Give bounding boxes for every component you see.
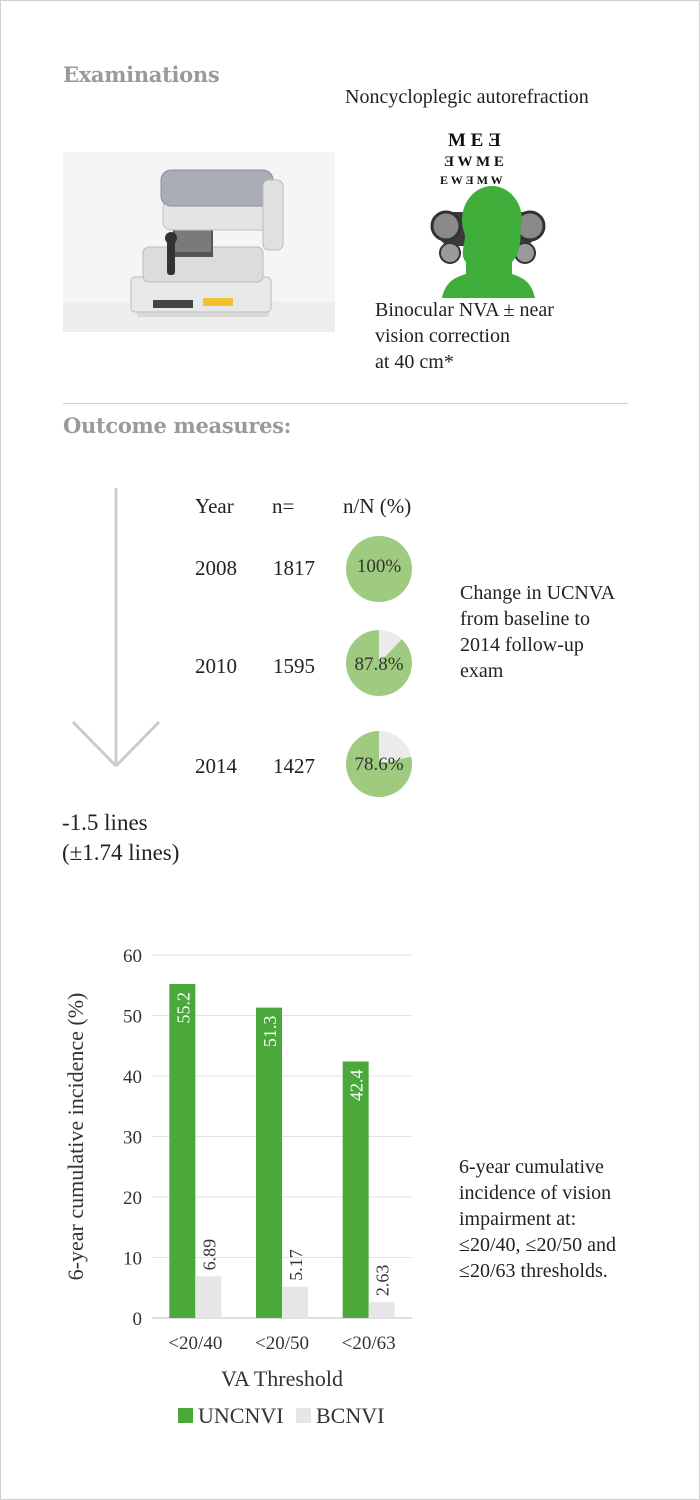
nva-label-line-3: at 40 cm* — [375, 351, 454, 373]
y-tick-label: 60 — [123, 946, 142, 967]
section-divider — [63, 403, 628, 404]
y-tick-label: 40 — [123, 1067, 142, 1088]
legend-swatch-uncnvi — [178, 1408, 193, 1423]
bar-value-label: 6.89 — [199, 1239, 219, 1271]
bar-value-label: 55.2 — [173, 992, 193, 1024]
y-tick-label: 0 — [133, 1309, 143, 1330]
bar-uncnvi — [169, 984, 196, 1318]
bar-value-label: 2.63 — [373, 1265, 393, 1297]
row-2010-n: 1595 — [273, 654, 315, 678]
y-tick-label: 20 — [123, 1188, 142, 1209]
eye-chart-row-2: Ǝ W M E — [444, 154, 504, 170]
x-tick-label: <20/50 — [255, 1333, 309, 1354]
bar-value-label: 42.4 — [347, 1069, 367, 1101]
chart-note: 6-year cumulative incidence of vision im… — [459, 1154, 616, 1284]
row-2008-year: 2008 — [195, 556, 237, 580]
bar-bcnvi — [282, 1286, 308, 1318]
change-note: Change in UCNVA from baseline to 2014 fo… — [460, 580, 615, 684]
row-2008-n: 1817 — [273, 556, 315, 580]
chart-note-line-5: ≤20/63 thresholds. — [459, 1260, 608, 1282]
y-tick-label: 30 — [123, 1128, 142, 1149]
x-tick-label: <20/63 — [342, 1333, 396, 1354]
row-2014-year: 2014 — [195, 754, 237, 778]
header-pct: n/N (%) — [343, 494, 412, 518]
eye-chart-row-3: E W Ǝ M W — [440, 173, 503, 187]
examinations-title: Examinations — [63, 62, 220, 87]
pie-slice — [346, 731, 412, 797]
chart-note-line-2: incidence of vision — [459, 1182, 612, 1204]
timeline-arrow-icon — [70, 488, 162, 773]
x-axis-title: VA Threshold — [221, 1366, 343, 1391]
header-n: n= — [272, 494, 295, 518]
eye-chart-row-1: M E Ǝ — [448, 130, 501, 151]
x-tick-label: <20/40 — [168, 1333, 222, 1354]
bar-value-label: 51.3 — [260, 1016, 280, 1048]
change-note-line-3: 2014 follow-up — [460, 634, 584, 656]
pie-2014 — [346, 731, 412, 797]
y-axis-title: 6-year cumulative incidence (%) — [63, 993, 88, 1281]
bar-uncnvi — [342, 1061, 369, 1318]
lines-change-value: -1.5 lines — [62, 810, 148, 835]
bar-bcnvi — [195, 1276, 222, 1318]
autorefractor-image — [63, 152, 335, 332]
bar-uncnvi — [256, 1007, 282, 1318]
pie-2008 — [346, 536, 412, 602]
pie-slice — [346, 630, 412, 696]
nva-label-line-2: vision correction — [375, 325, 510, 347]
pie-2008-label: 100% — [356, 556, 402, 577]
nva-label: Binocular NVA ± near vision correction a… — [375, 297, 554, 375]
change-note-line-2: from baseline to — [460, 608, 590, 630]
outcomes-title: Outcome measures: — [63, 413, 292, 438]
change-note-line-4: exam — [460, 660, 504, 682]
row-2014-n: 1427 — [273, 754, 315, 778]
autorefraction-label: Noncycloplegic autorefraction — [345, 86, 589, 108]
y-tick-label: 10 — [123, 1249, 142, 1270]
lines-change: -1.5 lines (±1.74 lines) — [62, 808, 179, 868]
bar-bcnvi — [368, 1302, 395, 1318]
chart-note-line-3: impairment at: — [459, 1208, 577, 1230]
chart-note-line-4: ≤20/40, ≤20/50 and — [459, 1234, 616, 1256]
pie-2010 — [346, 630, 412, 696]
chart-note-line-1: 6-year cumulative — [459, 1156, 604, 1178]
pie-2014-label: 78.6% — [354, 754, 404, 775]
incidence-chart: 0 10 20 30 40 50 60 55.2 6.89 <20/40 51.3 5.17 <20/5… — [63, 946, 412, 1428]
legend-swatch-bcnvi — [296, 1408, 311, 1423]
pie-2010-label: 87.8% — [354, 654, 404, 675]
nva-label-line-1: Binocular NVA ± near — [375, 299, 554, 321]
row-2010-year: 2010 — [195, 654, 237, 678]
lines-change-sd: (±1.74 lines) — [62, 840, 180, 865]
phoropter-head-icon: M E Ǝ Ǝ W M E E W Ǝ M W — [420, 128, 550, 298]
y-tick-label: 50 — [123, 1007, 142, 1028]
legend-label-uncnvi: UNCNVI — [198, 1403, 284, 1428]
legend-label-bcnvi: BCNVI — [316, 1403, 384, 1428]
bar-value-label: 5.17 — [286, 1249, 306, 1281]
pie-slice — [346, 536, 412, 602]
change-note-line-1: Change in UCNVA — [460, 582, 616, 604]
header-year: Year — [195, 494, 234, 518]
